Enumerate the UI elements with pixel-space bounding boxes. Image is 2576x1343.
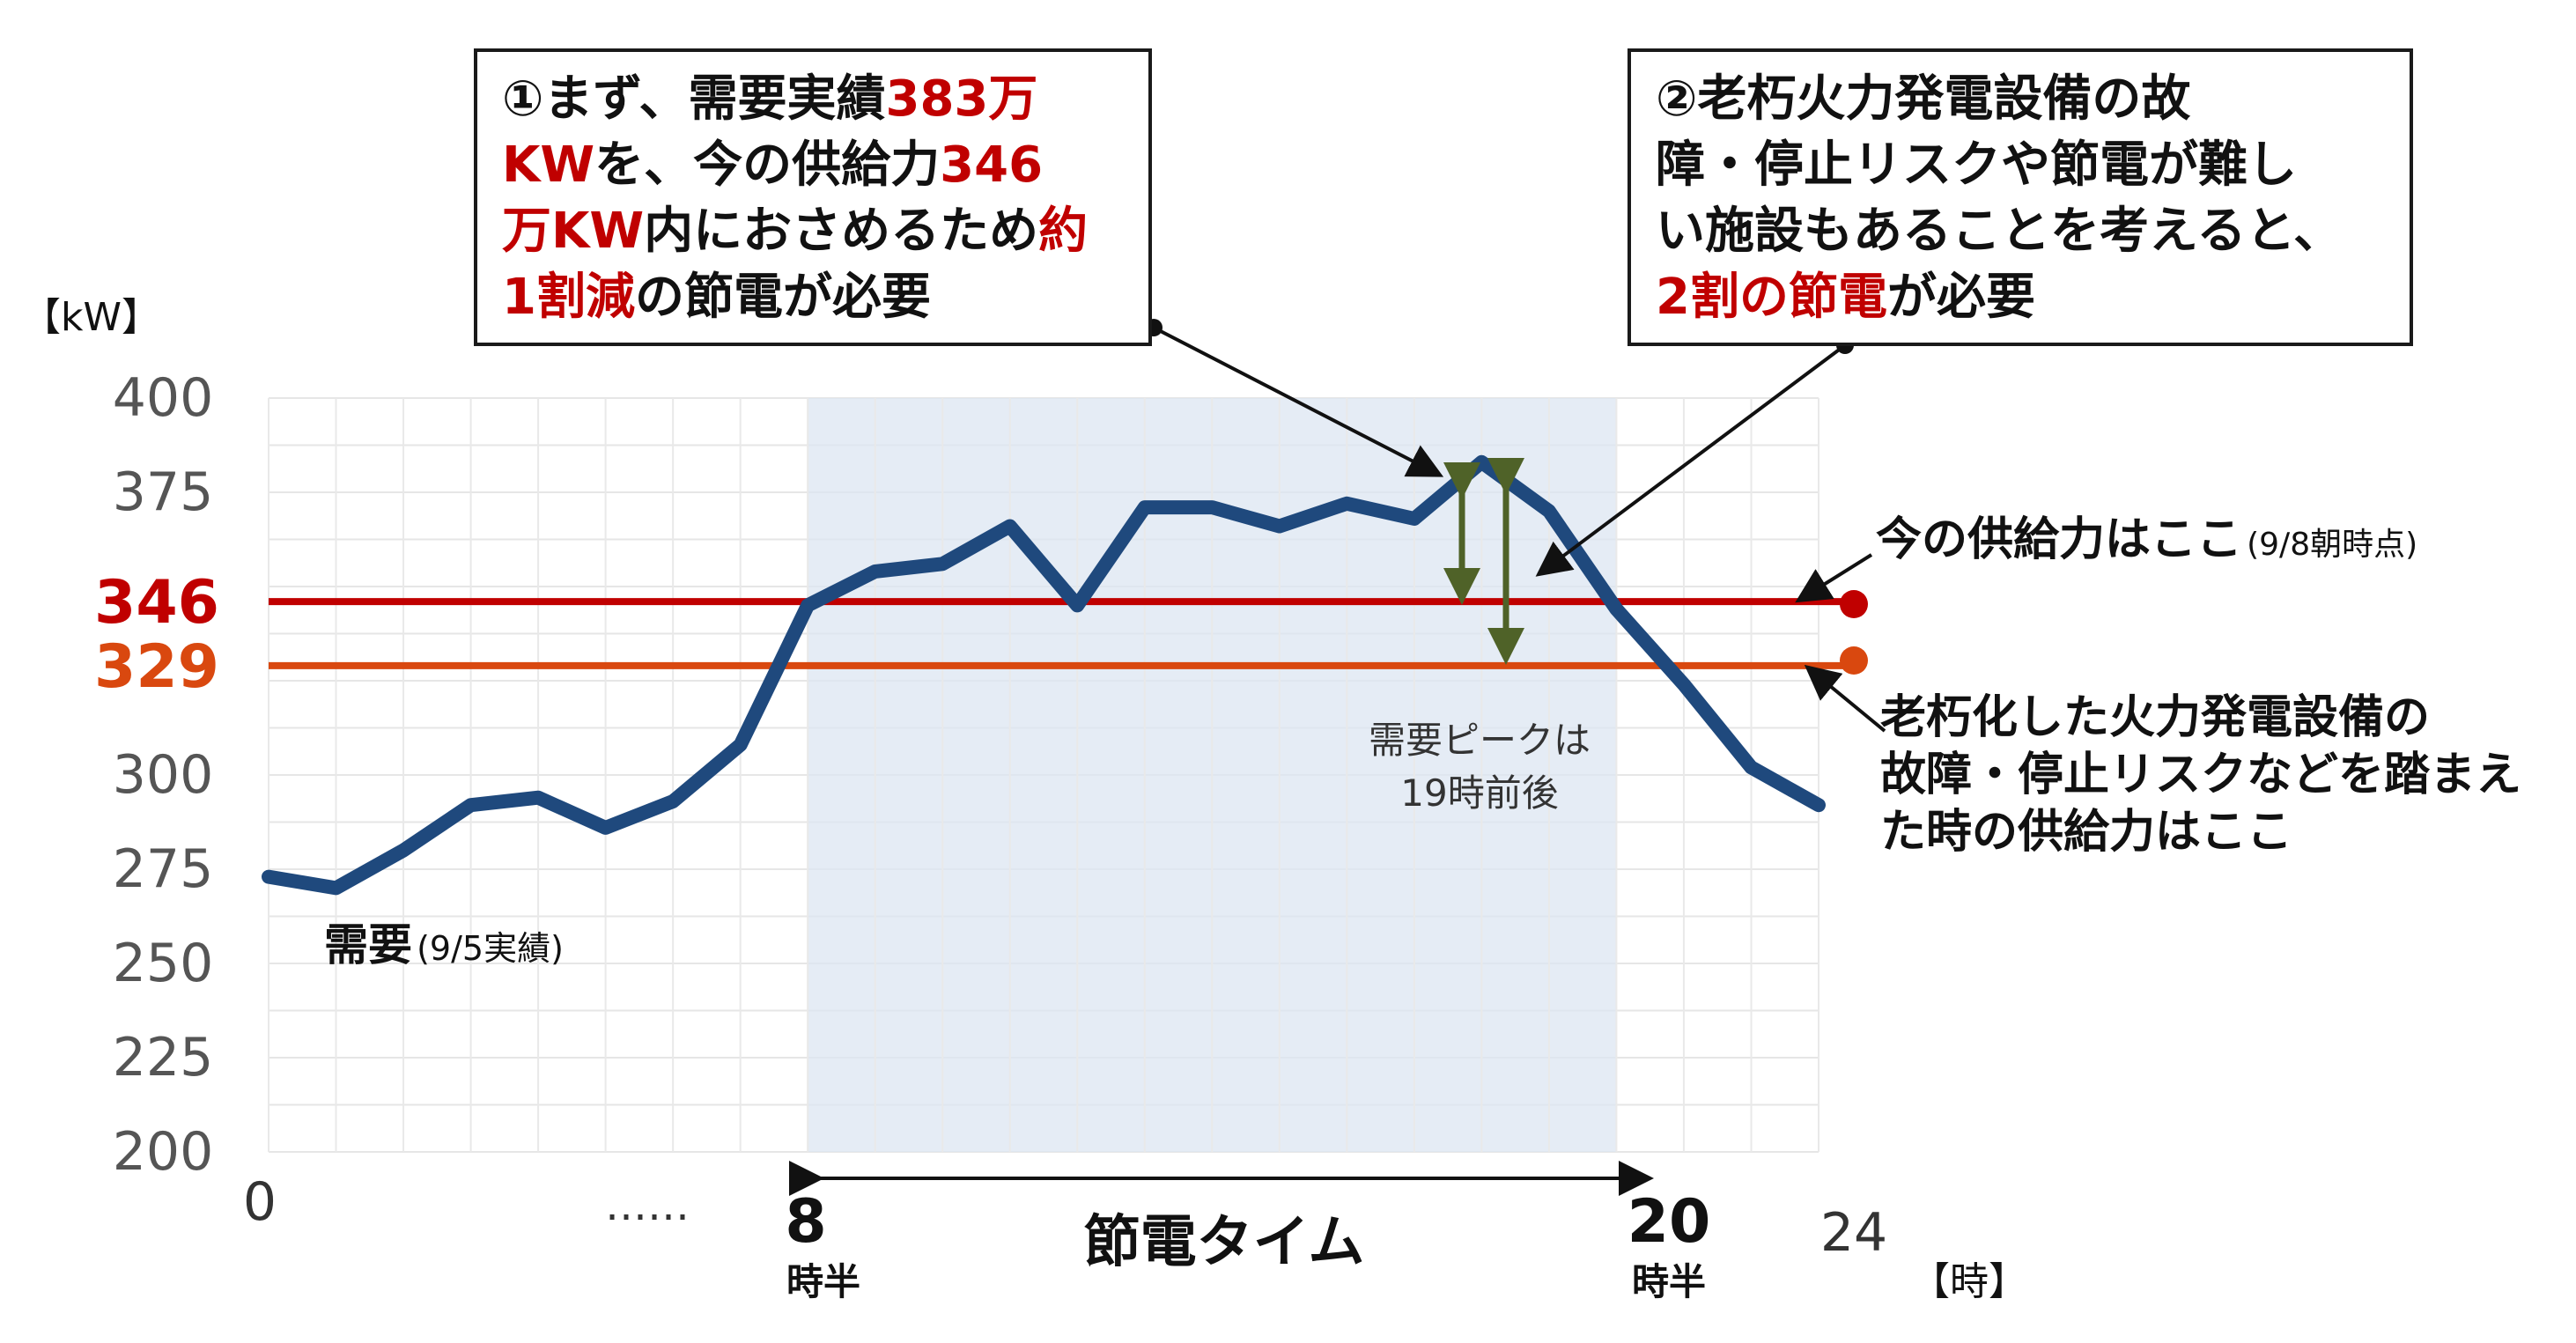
y-tick-label: 225 (113, 1027, 214, 1088)
supply-now-main: 今の供給力はここ (1876, 513, 2242, 566)
x-label-ellipsis: …… (605, 1181, 690, 1230)
y-tick-label: 300 (113, 744, 214, 806)
callout1-highlight: 1割減 (502, 269, 635, 326)
callout1-text: ①まず、需要実績 (502, 70, 886, 128)
peak-label-line1: 需要ピークは (1369, 719, 1591, 762)
x-unit-label: 【時】 (1911, 1259, 2027, 1304)
y-tick-highlight: 329 (94, 632, 219, 702)
callout1-highlight: 383万 (885, 70, 1038, 128)
x-label-end: 24 (1820, 1202, 1887, 1264)
supply-now-pointer (1795, 553, 1873, 603)
supply-old-dot (1840, 646, 1868, 675)
supply-old-line3: た時の供給力はここ (1880, 806, 2292, 859)
supply-old-pointer (1804, 664, 1886, 733)
supply-lines (269, 598, 1854, 669)
callout1-highlight: 約 (1038, 203, 1089, 260)
savings-time-label: 節電タイム (1084, 1210, 1365, 1275)
callout2-text: が必要 (1886, 269, 2035, 326)
x-label-20-sub: 時半 (1632, 1260, 1706, 1303)
callout1-line4: 1割減の節電が必要 (502, 264, 1124, 330)
x-label-8-sub: 時半 (786, 1260, 860, 1303)
callout1-line2: KWを、今の供給力346 (502, 132, 1124, 198)
demand-label-sub: (9/5実績) (417, 929, 564, 968)
x-label-start: 0 (243, 1171, 277, 1233)
supply-old-line1: 老朽化した火力発電設備の (1880, 691, 2430, 744)
callout-box-1: ①まず、需要実績383万 KWを、今の供給力346 万KW内におさめるため約 1… (474, 48, 1152, 346)
callout2-line1: ②老朽火力発電設備の故 (1656, 70, 2191, 128)
callout2-pointer (1535, 343, 1847, 577)
callout1-text: の節電が必要 (634, 269, 931, 326)
callout1-highlight: 万KW (502, 203, 645, 260)
callout1-pointer (1153, 326, 1444, 477)
y-unit-label: 【kW】 (22, 295, 160, 340)
demand-label-main: 需要 (324, 919, 412, 970)
supply-now-label: 今の供給力はここ (9/8朝時点) (1876, 513, 2417, 566)
callout1-text: を、今の供給力 (594, 137, 941, 194)
y-tick-label: 275 (113, 838, 214, 900)
supply-old-line2: 故障・停止リスクなどを踏まえ (1880, 749, 2521, 801)
callout2-line4: 2割の節電が必要 (1656, 264, 2385, 330)
callout2-line3: い施設もあることを考えると、 (1656, 203, 2343, 260)
callout-box-2: ②老朽火力発電設備の故 障・停止リスクや節電が難し い施設もあることを考えると、… (1628, 48, 2413, 346)
supply-now-sub: (9/8朝時点) (2247, 527, 2417, 563)
y-tick-label: 250 (113, 933, 214, 994)
y-tick-label: 200 (113, 1121, 214, 1183)
demand-series-line (262, 454, 1826, 896)
callout1-text: 内におさめるため (644, 203, 1039, 260)
peak-label-line2: 19時前後 (1400, 771, 1558, 815)
callout1-line3: 万KW内におさめるため約 (502, 198, 1124, 264)
x-label-20: 20 (1628, 1187, 1711, 1257)
callout1-highlight: KW (502, 137, 595, 194)
y-tick-label: 375 (113, 461, 214, 523)
callout1-line1: ①まず、需要実績383万 (502, 66, 1124, 132)
y-tick-label: 400 (113, 367, 214, 429)
x-label-8: 8 (785, 1187, 826, 1257)
supply-now-dot (1840, 590, 1868, 618)
callout2-line2: 障・停止リスクや節電が難し (1656, 137, 2297, 194)
demand-label: 需要 (9/5実績) (324, 919, 564, 970)
callout2-highlight: 2割の節電 (1656, 269, 1887, 326)
y-tick-highlight: 346 (94, 568, 219, 638)
grid-lines-vertical (268, 398, 1819, 1152)
callout1-highlight: 346 (940, 137, 1044, 194)
